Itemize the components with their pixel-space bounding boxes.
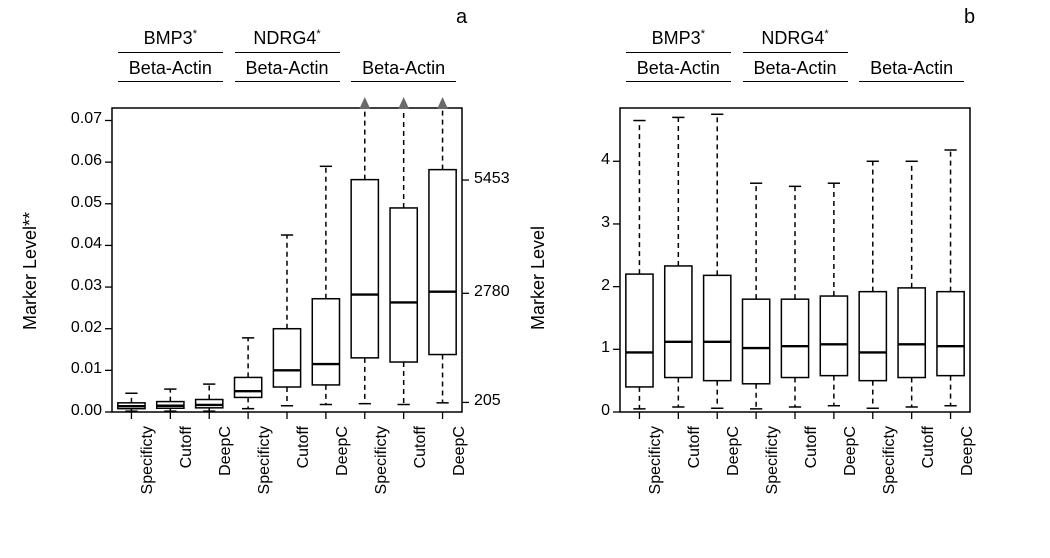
group-label-b-1: NDRG4* bbox=[743, 28, 848, 49]
ytick-label: 4 bbox=[562, 151, 610, 169]
box-4 bbox=[781, 186, 808, 407]
box-1 bbox=[665, 117, 692, 407]
box-6 bbox=[859, 161, 886, 408]
figure-root: aMarker Level**0.000.010.020.030.040.050… bbox=[0, 0, 1050, 558]
group-underline bbox=[743, 52, 848, 53]
group-sub-underline bbox=[859, 81, 964, 82]
x-cat-label: Cutoff bbox=[803, 426, 821, 506]
box-8 bbox=[937, 150, 964, 406]
group-sup: * bbox=[701, 28, 705, 40]
group-sub-b-0: Beta-Actin bbox=[626, 58, 731, 79]
x-cat-label: DeepC bbox=[842, 426, 860, 506]
x-cat-label: DeepC bbox=[959, 426, 977, 506]
group-label-b-0: BMP3* bbox=[626, 28, 731, 49]
group-sub-b-2: Beta-Actin bbox=[859, 58, 964, 79]
ytick-label: 2 bbox=[562, 277, 610, 295]
group-sup: * bbox=[824, 28, 828, 40]
x-cat-label: Specificty bbox=[647, 426, 665, 506]
box-2 bbox=[704, 114, 731, 408]
y-axis-label-b: Marker Level bbox=[528, 226, 549, 330]
group-sub-underline bbox=[743, 81, 848, 82]
box-0 bbox=[626, 121, 653, 409]
group-sub-underline bbox=[626, 81, 731, 82]
x-cat-label: Cutoff bbox=[920, 426, 938, 506]
x-cat-label: Cutoff bbox=[686, 426, 704, 506]
ytick-label: 0 bbox=[562, 402, 610, 420]
group-name: BMP3 bbox=[652, 28, 701, 48]
group-name: NDRG4 bbox=[761, 28, 824, 48]
ytick-label: 3 bbox=[562, 214, 610, 232]
box-3 bbox=[743, 183, 770, 409]
x-cat-label: Specificty bbox=[764, 426, 782, 506]
x-cat-label: DeepC bbox=[725, 426, 743, 506]
box-5 bbox=[820, 183, 847, 406]
x-cat-label: Specificty bbox=[881, 426, 899, 506]
group-sub-b-1: Beta-Actin bbox=[743, 58, 848, 79]
panel-label-b: b bbox=[964, 6, 975, 29]
ytick-label: 1 bbox=[562, 339, 610, 357]
group-underline bbox=[626, 52, 731, 53]
box-7 bbox=[898, 161, 925, 407]
